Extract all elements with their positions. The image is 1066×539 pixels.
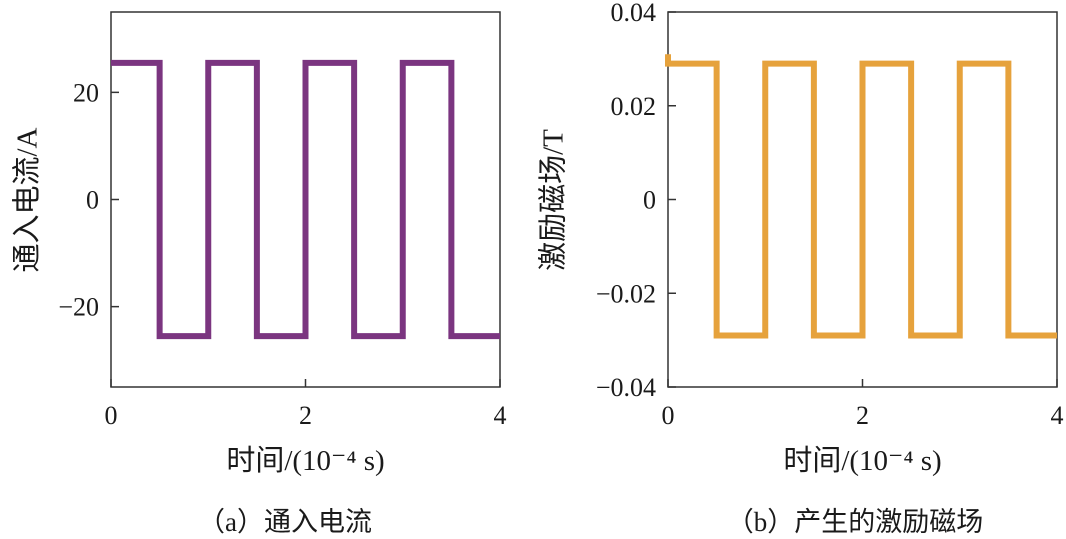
y-tick-label: −20: [58, 293, 99, 322]
series-line-field: [665, 54, 1057, 339]
x-tick-label: 0: [662, 401, 675, 430]
panel-caption: （b）产生的激励磁场: [727, 507, 984, 537]
x-tick-label: 4: [494, 401, 507, 430]
y-tick-label: 0.02: [611, 92, 657, 121]
y-axis-label: 通入电流/A: [11, 127, 44, 272]
y-tick-label: −0.04: [596, 373, 656, 402]
y-tick-label: 0: [86, 186, 99, 215]
y-tick-label: 0: [643, 186, 656, 215]
y-axis-label: 激励磁场/T: [537, 129, 570, 271]
x-axis-label: 时间/(10⁻⁴ s): [226, 444, 384, 477]
chart-panel-a: 20 0 −20 0 2 4 时间/(10⁻⁴ s) 通入电流/A （a）通入电流: [11, 11, 507, 537]
y-tick-label: −0.02: [596, 279, 656, 308]
x-axis-label: 时间/(10⁻⁴ s): [783, 444, 941, 477]
panel-caption: （a）通入电流: [198, 507, 372, 537]
x-tick-label: 2: [299, 401, 312, 430]
chart-panel-b: 0.040.020−0.02−0.040 2 4时间/(10⁻⁴ s)激励磁场/T（…: [537, 0, 1064, 537]
y-tick-label: 20: [73, 78, 99, 107]
x-tick-label: 2: [856, 401, 869, 430]
y-tick-label: 0.04: [611, 0, 657, 27]
x-tick-label: 0: [105, 401, 118, 430]
x-tick-label: 4: [1051, 401, 1064, 430]
series-line-current: [111, 59, 500, 340]
